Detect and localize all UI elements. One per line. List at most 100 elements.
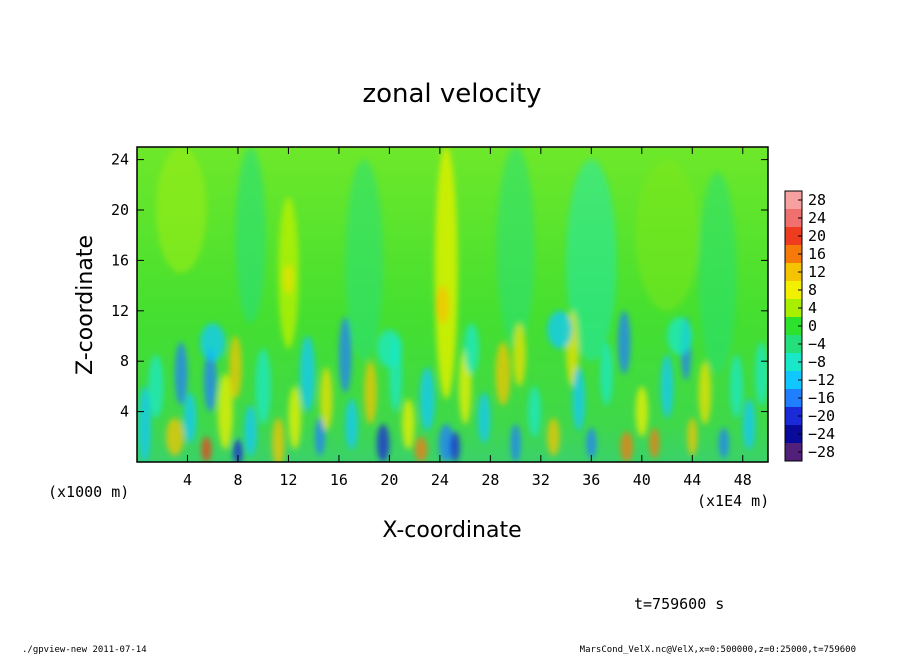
- heatmap-blob: [698, 361, 712, 425]
- colorbar-label: −4: [808, 335, 826, 353]
- colorbar-label: 8: [808, 281, 817, 299]
- y-tick-label: 4: [120, 403, 129, 421]
- colorbar-label: 16: [808, 245, 826, 263]
- colorbar-label: 28: [808, 191, 826, 209]
- heatmap-blob: [138, 386, 151, 462]
- colorbar-label: −12: [808, 371, 835, 389]
- heatmap-blob: [272, 417, 285, 462]
- y-tick-label: 16: [111, 251, 129, 269]
- x-tick-label: 44: [683, 471, 701, 489]
- footer-left: ./gpview-new 2011-07-14: [22, 645, 147, 654]
- heatmap-blob: [376, 424, 390, 462]
- colorbar-label: 24: [808, 209, 826, 227]
- time-label: t=759600 s: [634, 595, 724, 613]
- heatmap-blob: [148, 354, 164, 418]
- colorbar-swatch: [785, 299, 802, 317]
- x-tick-label: 32: [532, 471, 550, 489]
- heatmap-blob: [319, 367, 333, 431]
- colorbar-label: 20: [808, 227, 826, 245]
- colorbar-swatch: [785, 191, 802, 209]
- heatmap-blob: [364, 361, 377, 425]
- heatmap-blob: [345, 159, 384, 362]
- x-tick-label: 24: [431, 471, 449, 489]
- colorbar-swatch: [785, 371, 802, 389]
- heatmap-blob: [203, 348, 217, 412]
- colorbar-swatch: [785, 335, 802, 353]
- heatmap-blob: [528, 386, 541, 437]
- heatmap-blob: [166, 417, 184, 456]
- plot-frame: [136, 146, 769, 463]
- colorbar-label: 0: [808, 317, 817, 335]
- heatmap-blob: [436, 285, 449, 324]
- heatmap-blob: [155, 147, 207, 273]
- heatmap-blob: [449, 431, 461, 462]
- x-tick-label: 12: [279, 471, 297, 489]
- heatmap-blob: [183, 392, 197, 444]
- heatmap-blob: [235, 147, 266, 324]
- colorbar-label: −24: [808, 425, 835, 443]
- colorbar-swatch: [785, 353, 802, 371]
- heatmap-blob: [496, 147, 535, 349]
- colorbar-label: −28: [808, 443, 835, 461]
- heatmap-field: [137, 147, 768, 462]
- y-unit-label: (x1000 m): [48, 483, 129, 501]
- heatmap-blob: [635, 386, 649, 437]
- x-tick-label: 4: [183, 471, 192, 489]
- heatmap-blob: [495, 342, 511, 406]
- colorbar-swatch: [785, 245, 802, 263]
- heatmap-blob: [755, 342, 768, 406]
- heatmap-blob: [200, 323, 226, 362]
- heatmap-blob: [255, 348, 271, 425]
- heatmap-blob: [419, 367, 435, 431]
- x-tick-label: 36: [582, 471, 600, 489]
- footer-right: MarsCond_VelX.nc@VelX,x=0:500000,z=0:250…: [580, 645, 856, 654]
- heatmap-blob: [283, 264, 294, 295]
- x-tick-label: 8: [233, 471, 242, 489]
- heatmap-blob: [338, 317, 352, 393]
- heatmap-blob: [232, 439, 244, 462]
- colorbar-label: 4: [808, 299, 817, 317]
- heatmap-blob: [572, 367, 586, 431]
- heatmap-blob: [718, 427, 729, 459]
- heatmap-blob: [742, 399, 756, 450]
- y-tick-label: 8: [120, 352, 129, 370]
- heatmap-blob: [345, 399, 358, 450]
- colorbar-swatch: [785, 209, 802, 227]
- heatmap-blob: [660, 354, 674, 418]
- y-tick-label: 12: [111, 302, 129, 320]
- colorbar-label: −16: [808, 389, 835, 407]
- x-tick-label: 28: [481, 471, 499, 489]
- heatmap-blob: [288, 386, 302, 450]
- x-axis-ticks: 4 8 12 16 20 24 28 32 36 40 44 48: [183, 147, 752, 489]
- heatmap-blob: [244, 405, 257, 456]
- heatmap-blob: [174, 342, 188, 406]
- colorbar-swatch: [785, 425, 802, 443]
- colorbar-swatch: [785, 317, 802, 335]
- heatmap-blob: [617, 310, 631, 374]
- heatmap-blob: [477, 392, 491, 444]
- heatmap-blob: [600, 342, 613, 406]
- colorbar-label: 12: [808, 263, 826, 281]
- y-axis-label: Z-coordinate: [73, 235, 98, 375]
- x-axis-label: X-coordinate: [382, 518, 521, 543]
- x-unit-label: (x1E4 m): [697, 492, 769, 510]
- heatmap-blob: [547, 310, 573, 349]
- heatmap-blob: [586, 427, 597, 459]
- colorbar-label: −20: [808, 407, 835, 425]
- heatmap-blob: [229, 336, 242, 399]
- heatmap-blob: [402, 399, 415, 450]
- colorbar-swatch: [785, 407, 802, 425]
- heatmap-blob: [217, 373, 233, 450]
- heatmap-blob: [698, 172, 737, 374]
- heatmap-blob: [687, 417, 698, 456]
- heatmap-blob: [620, 431, 633, 462]
- heatmap-blob: [730, 354, 743, 418]
- colorbar-swatch: [785, 227, 802, 245]
- heatmap-blob: [649, 427, 660, 459]
- heatmap-blob: [513, 323, 526, 387]
- heatmap-blob: [376, 329, 403, 368]
- x-tick-label: 48: [734, 471, 752, 489]
- heatmap-blob: [434, 147, 458, 399]
